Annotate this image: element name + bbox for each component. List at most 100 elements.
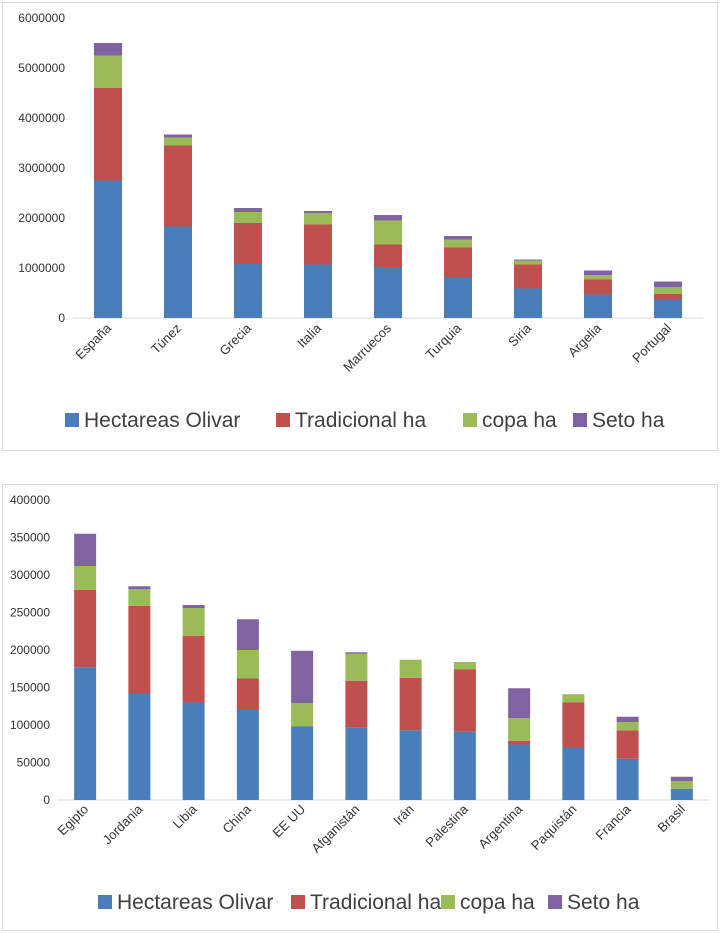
legend-swatch-seto-ha (548, 895, 562, 909)
bar-italia-seto-ha (304, 211, 332, 213)
bar-paquistan-copa-ha (562, 694, 585, 703)
bar-paquistan-tradicional-ha (562, 702, 585, 748)
bar-marruecos-hectareas-olivar (374, 267, 402, 318)
bar-tunez-seto-ha (164, 134, 192, 138)
bar-espana-tradicional-ha (94, 88, 122, 181)
y-tick-label: 100000 (10, 718, 50, 732)
y-tick-label: 4000000 (18, 111, 65, 125)
bar-argelia-seto-ha (584, 270, 612, 275)
bar-marruecos-tradicional-ha (374, 244, 402, 267)
bar-palestina-copa-ha (453, 662, 476, 670)
bar-palestina-tradicional-ha (453, 669, 476, 732)
legend-swatch-seto-ha (573, 413, 587, 427)
chart-panel-bottom: 0 50000 100000 150000 200000 250000 300000 3500… (2, 484, 718, 931)
y-tick-label: 2000000 (18, 211, 65, 225)
x-category-label: Siria (505, 320, 535, 350)
bar-grecia-tradicional-ha (234, 223, 262, 264)
bar-china-copa-ha (236, 650, 259, 679)
bar-argelia-hectareas-olivar (584, 294, 612, 318)
legend-label-copa-ha: copa ha (482, 409, 557, 432)
bar-espana-hectareas-olivar (94, 180, 122, 318)
bar-egipto-seto-ha (74, 533, 97, 566)
x-category-label: Brasil (654, 801, 688, 835)
bar-egipto-tradicional-ha (74, 590, 97, 668)
x-category-label: Argelia (565, 320, 605, 360)
bar-china-seto-ha (236, 619, 259, 650)
bar-libia-tradicional-ha (182, 635, 205, 703)
y-tick-label: 6000000 (18, 11, 65, 25)
legend-label-seto-ha: Seto ha (592, 409, 665, 432)
bar-argelia-copa-ha (584, 275, 612, 280)
bar-argelia-tradicional-ha (584, 279, 612, 295)
bar-siria-copa-ha (514, 260, 542, 265)
bar-francia-copa-ha (616, 722, 639, 731)
legend-label-hectareas-olivar: Hectareas Olivar (84, 409, 240, 432)
bar-marruecos-copa-ha (374, 220, 402, 245)
bar-italia-copa-ha (304, 213, 332, 225)
legend-label-seto-ha: Seto ha (567, 891, 640, 914)
x-category-label: Afganistán (308, 802, 362, 856)
bar-portugal-tradicional-ha (654, 294, 682, 300)
bar-francia-seto-ha (616, 716, 639, 722)
bar-italia-hectareas-olivar (304, 264, 332, 318)
bar-tunez-copa-ha (164, 137, 192, 146)
y-tick-label: 200000 (10, 643, 50, 657)
bar-portugal-copa-ha (654, 287, 682, 294)
x-category-label: Libia (170, 801, 201, 832)
legend-swatch-tradicional-ha (276, 413, 290, 427)
bar-jordania-hectareas-olivar (128, 693, 151, 800)
stacked-bar-chart-bottom: 0 50000 100000 150000 200000 250000 300000 3500… (10, 493, 709, 914)
bar-argentina-hectareas-olivar (508, 744, 531, 800)
legend-label-hectareas-olivar: Hectareas Olivar (117, 891, 273, 914)
y-tick-label: 400000 (10, 493, 50, 507)
bar-turquia-hectareas-olivar (444, 277, 472, 318)
legend-swatch-hectareas-olivar (98, 895, 112, 909)
legend-swatch-copa-ha (463, 413, 477, 427)
bar-afganistan-hectareas-olivar (345, 727, 368, 800)
bar-siria-seto-ha (514, 259, 542, 261)
bar-afganistan-tradicional-ha (345, 680, 368, 728)
bar-portugal-seto-ha (654, 281, 682, 287)
x-category-label: Marruecos (340, 320, 394, 374)
bar-china-tradicional-ha (236, 678, 259, 710)
x-category-label: Palestina (423, 801, 472, 850)
bar-egipto-copa-ha (74, 566, 97, 590)
x-category-label: Paquistán (528, 802, 579, 853)
legend-swatch-tradicional-ha (291, 895, 305, 909)
x-category-label: Egipto (55, 802, 92, 839)
x-category-label: Jordania (100, 801, 146, 847)
bar-brasil-seto-ha (670, 776, 693, 782)
bar-argentina-copa-ha (508, 718, 531, 741)
y-tick-label: 0 (58, 311, 65, 325)
bar-argentina-seto-ha (508, 688, 531, 719)
bar-jordania-seto-ha (128, 586, 151, 590)
bar-grecia-seto-ha (234, 208, 262, 212)
bar-espana-copa-ha (94, 55, 122, 88)
bar-jordania-tradicional-ha (128, 605, 151, 694)
x-category-label: España (72, 320, 114, 362)
bar-francia-hectareas-olivar (616, 758, 639, 800)
y-tick-label: 300000 (10, 568, 50, 582)
legend-swatch-hectareas-olivar (65, 413, 79, 427)
y-tick-label: 0 (43, 793, 50, 807)
y-tick-label: 3000000 (18, 161, 65, 175)
legend-label-copa-ha: copa ha (460, 891, 535, 914)
bar-jordania-copa-ha (128, 589, 151, 606)
x-category-label: Francia (592, 801, 634, 843)
bar-turquia-copa-ha (444, 239, 472, 248)
x-category-label: Irán (390, 802, 416, 828)
x-category-label: China (219, 801, 254, 836)
bar-argentina-tradicional-ha (508, 740, 531, 745)
bar-paquistan-hectareas-olivar (562, 747, 585, 800)
x-category-label: Túnez (148, 321, 184, 357)
x-category-label: Argentina (475, 801, 526, 852)
legend-label-tradicional-ha: Tradicional ha (295, 409, 426, 432)
bar-afganistan-seto-ha (345, 652, 368, 654)
stacked-bar-chart-top: 0 1000000 2000000 3000000 4000000 5000000 6000… (18, 11, 703, 432)
bar-brasil-hectareas-olivar (670, 788, 693, 800)
bar-siria-tradicional-ha (514, 264, 542, 289)
bar-tunez-tradicional-ha (164, 145, 192, 227)
bar-espana-seto-ha (94, 43, 122, 56)
bar-turquia-seto-ha (444, 236, 472, 240)
bar-libia-copa-ha (182, 608, 205, 636)
